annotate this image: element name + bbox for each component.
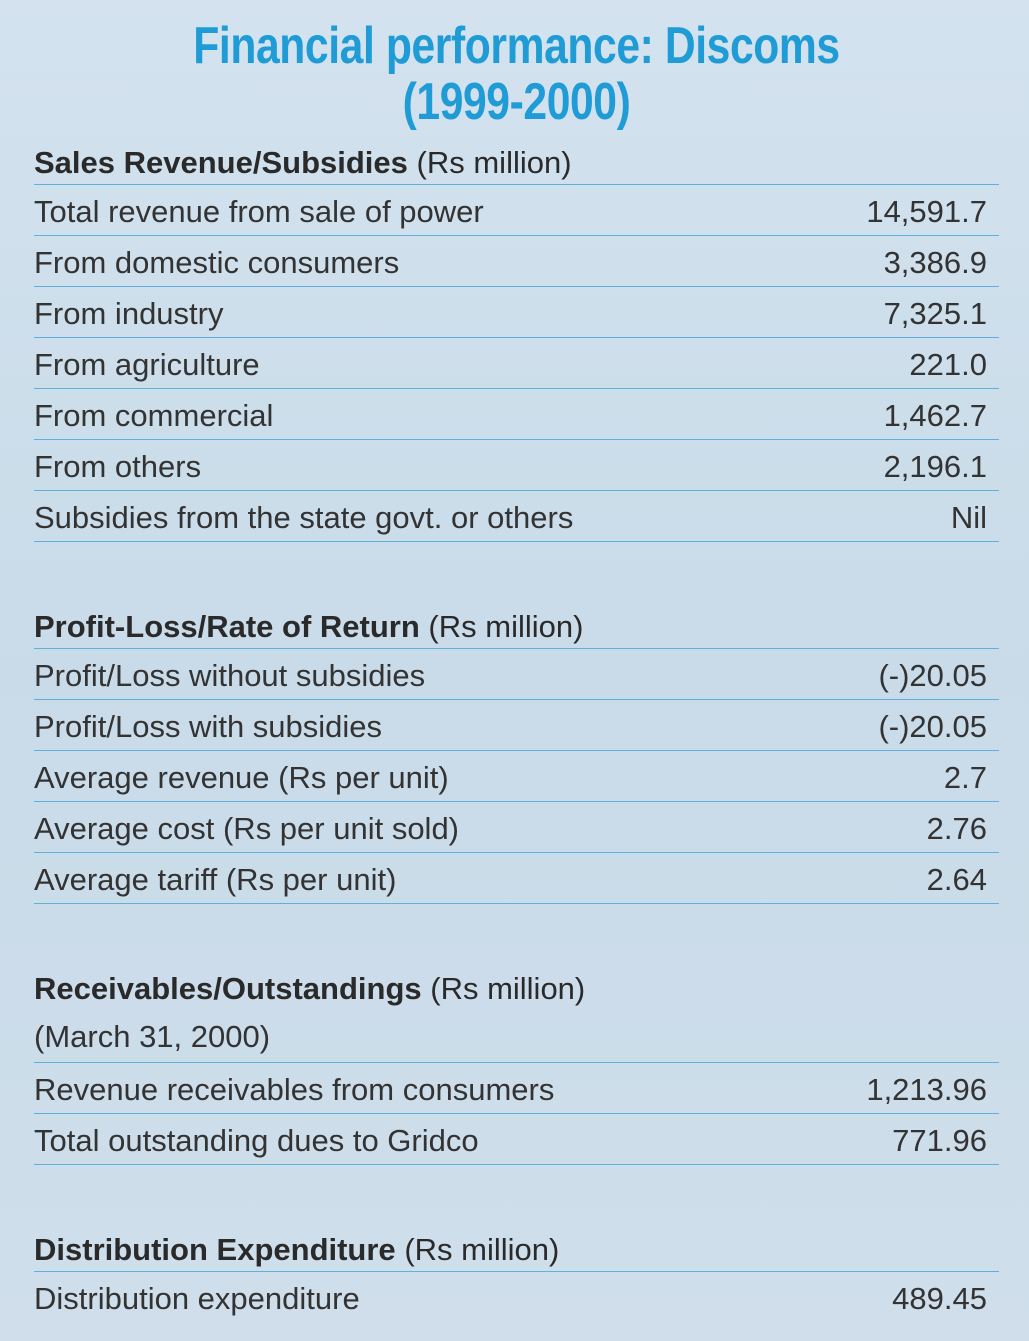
section-distribution: Distribution Expenditure (Rs million) Di… [34,1223,999,1322]
row-label: Average revenue (Rs per unit) [34,760,449,795]
table-row: Subsidies from the state govt. or others… [34,491,999,542]
section-header-receivables: Receivables/Outstandings (Rs million) [34,962,999,1010]
title-line-1: Financial performance: Discoms [193,17,840,75]
table-row: Revenue receivables from consumers 1,213… [34,1063,999,1114]
row-label: From agriculture [34,347,260,382]
row-label: Average cost (Rs per unit sold) [34,811,460,846]
row-label: From domestic consumers [34,245,400,280]
row-label: Profit/Loss with subsidies [34,709,383,744]
row-value: 2,196.1 [883,449,987,484]
section-unit: (Rs million) [428,609,584,644]
row-label: From industry [34,296,224,331]
row-label: Total revenue from sale of power [34,194,484,229]
row-label: Distribution expenditure [34,1281,360,1316]
section-spacer [34,1165,999,1223]
row-label: From others [34,449,202,484]
section-spacer [34,542,999,600]
row-label: From commercial [34,398,274,433]
section-title: Profit-Loss/Rate of Return [34,609,420,644]
table-row: From domestic consumers 3,386.9 [34,236,999,287]
section-unit: (Rs million) [404,1232,560,1267]
title-line-2: (1999-2000) [402,73,631,131]
section-title: Distribution Expenditure [34,1232,396,1267]
row-value: (-)20.05 [878,658,987,693]
row-value: Nil [950,500,987,535]
table-row: From industry 7,325.1 [34,287,999,338]
row-value: 1,462.7 [883,398,987,433]
section-subheader-date: (March 31, 2000) [34,1010,999,1063]
section-spacer [34,904,999,962]
row-value: 7,325.1 [883,296,987,331]
table-row: Total revenue from sale of power 14,591.… [34,185,999,236]
section-profit-loss: Profit-Loss/Rate of Return (Rs million) … [34,600,999,904]
page-title: Financial performance: Discoms (1999-200… [121,18,912,130]
table-row: Average revenue (Rs per unit) 2.7 [34,751,999,802]
row-label: Profit/Loss without subsidies [34,658,426,693]
row-label: Revenue receivables from consumers [34,1072,555,1107]
row-label: Average tariff (Rs per unit) [34,862,397,897]
section-title: Sales Revenue/Subsidies [34,145,408,180]
row-label: Total outstanding dues to Gridco [34,1123,479,1158]
row-value: 3,386.9 [883,245,987,280]
row-value: 2.7 [943,760,987,795]
table-row: Average tariff (Rs per unit) 2.64 [34,853,999,904]
row-value: 489.45 [892,1281,987,1316]
section-unit: (Rs million) [416,145,572,180]
row-value: 771.96 [892,1123,987,1158]
row-value: (-)20.05 [878,709,987,744]
row-value: 2.64 [926,862,987,897]
table-row: From agriculture 221.0 [34,338,999,389]
section-title: Receivables/Outstandings [34,971,422,1006]
row-value: 1,213.96 [866,1072,987,1107]
table-row: Distribution expenditure 489.45 [34,1272,999,1322]
section-unit: (Rs million) [430,971,586,1006]
table-row: Average cost (Rs per unit sold) 2.76 [34,802,999,853]
table-row: From commercial 1,462.7 [34,389,999,440]
table-row: From others 2,196.1 [34,440,999,491]
row-label: Subsidies from the state govt. or others [34,500,574,535]
section-sales-revenue: Sales Revenue/Subsidies (Rs million) Tot… [34,136,999,542]
row-value: 2.76 [926,811,987,846]
section-receivables: Receivables/Outstandings (Rs million) (M… [34,962,999,1165]
section-header-distribution: Distribution Expenditure (Rs million) [34,1223,999,1272]
table-row: Profit/Loss without subsidies (-)20.05 [34,649,999,700]
table-row: Profit/Loss with subsidies (-)20.05 [34,700,999,751]
section-header-sales: Sales Revenue/Subsidies (Rs million) [34,136,999,185]
row-value: 14,591.7 [866,194,987,229]
section-header-profit: Profit-Loss/Rate of Return (Rs million) [34,600,999,649]
table-row: Total outstanding dues to Gridco 771.96 [34,1114,999,1165]
row-value: 221.0 [909,347,987,382]
